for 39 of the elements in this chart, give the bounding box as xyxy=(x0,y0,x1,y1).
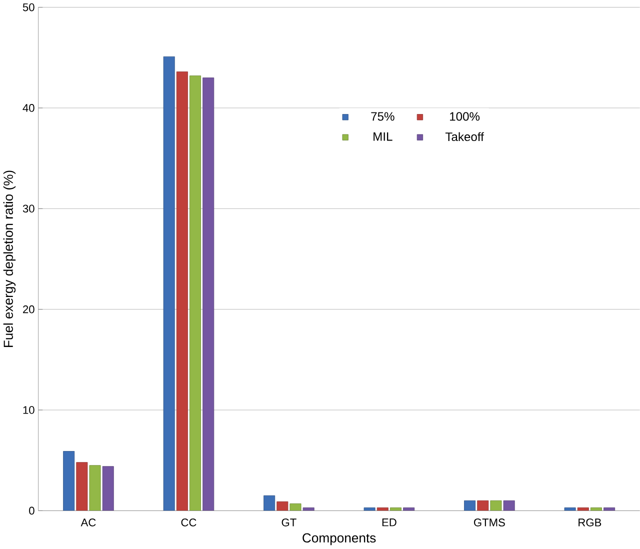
bar xyxy=(276,502,288,511)
bar xyxy=(302,508,314,511)
bar xyxy=(503,500,515,511)
y-tick-label: 20 xyxy=(23,306,34,314)
y-axis-title: Fuel exergy depletion ratio (%) xyxy=(3,170,16,348)
bar xyxy=(604,508,616,511)
bar xyxy=(163,56,175,511)
bar xyxy=(63,451,75,511)
bar xyxy=(76,462,88,511)
y-tick-label: 50 xyxy=(22,4,34,12)
y-tick-label: 40 xyxy=(22,104,34,112)
bar xyxy=(176,72,188,511)
y-tick-label: 0 xyxy=(29,507,34,515)
bar xyxy=(89,465,101,511)
bar xyxy=(590,508,602,511)
bar xyxy=(202,78,214,511)
bar xyxy=(102,466,114,511)
x-tick-label: RGB xyxy=(578,518,602,527)
bar xyxy=(490,500,502,511)
bar xyxy=(264,496,276,511)
bar xyxy=(390,508,402,511)
x-tick-label: GT xyxy=(282,518,296,527)
bar xyxy=(577,508,589,511)
legend-label: 100% xyxy=(450,112,480,121)
bar xyxy=(376,508,388,511)
x-tick-label: AC xyxy=(80,518,96,527)
bar xyxy=(403,508,415,511)
y-tick-label: 10 xyxy=(23,406,34,414)
x-axis-title: Components xyxy=(302,534,376,546)
bar xyxy=(190,76,201,511)
x-tick-label: ED xyxy=(382,518,396,526)
legend-label: Takeoff xyxy=(445,132,484,142)
legend-label: MIL xyxy=(374,132,392,141)
bar xyxy=(290,504,302,511)
x-tick-label: GTMS xyxy=(474,518,505,527)
legend-label: 75% xyxy=(371,112,394,121)
bar xyxy=(477,500,489,511)
y-tick-label: 30 xyxy=(22,204,34,213)
x-tick-label: CC xyxy=(181,518,196,527)
